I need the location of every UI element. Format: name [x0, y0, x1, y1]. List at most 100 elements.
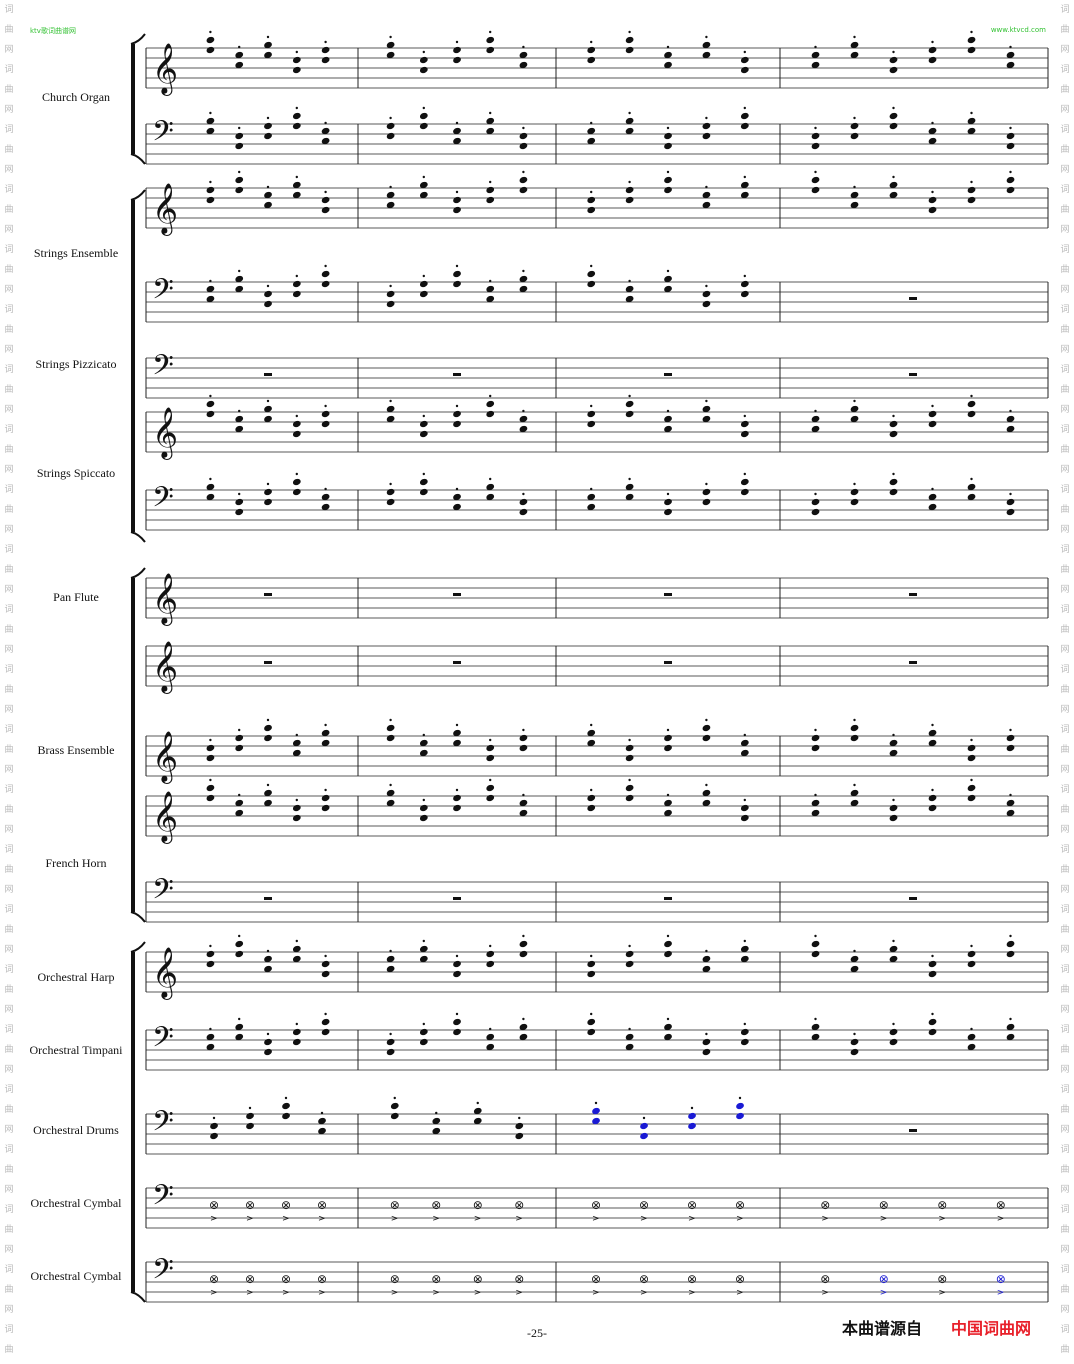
notehead — [519, 176, 528, 184]
staccato-dot — [324, 788, 327, 792]
notehead — [1006, 425, 1015, 433]
notehead — [321, 127, 330, 135]
staccato-dot — [931, 190, 934, 194]
notehead — [486, 1043, 495, 1051]
staccato-dot — [422, 733, 425, 737]
staccato-dot — [666, 793, 670, 797]
accent-mark: > — [736, 1214, 744, 1224]
notehead — [664, 734, 672, 742]
notehead — [453, 1018, 461, 1026]
notehead — [486, 186, 495, 194]
staccato-dot — [970, 944, 973, 948]
notehead — [740, 804, 749, 812]
rest-mark — [453, 897, 461, 900]
notehead — [740, 814, 749, 822]
staccato-dot — [422, 798, 425, 802]
notehead — [587, 493, 596, 501]
staccato-dot — [705, 35, 708, 39]
staccato-dot — [853, 949, 856, 953]
staccato-dot — [590, 190, 593, 194]
staccato-dot — [522, 1017, 525, 1021]
notehead — [1006, 498, 1015, 506]
notehead — [1006, 176, 1015, 184]
bass-clef-icon: 𝄢 — [152, 1253, 174, 1293]
staccato-dot — [209, 1027, 212, 1031]
notehead — [292, 1038, 301, 1046]
notehead — [486, 950, 495, 958]
x-notehead-icon: ⊗ — [591, 1198, 601, 1212]
notehead — [889, 749, 898, 757]
notehead — [889, 955, 898, 963]
notehead — [625, 117, 634, 125]
staccato-dot — [455, 788, 459, 792]
notehead — [811, 132, 820, 140]
notehead — [386, 122, 395, 130]
notehead — [850, 201, 859, 209]
notehead — [702, 965, 711, 973]
notehead — [292, 945, 301, 953]
label-orchestral-drums: Orchestral Drums — [33, 1123, 119, 1137]
staccato-dot — [295, 798, 298, 802]
staccato-dot — [295, 175, 298, 179]
rest-mark — [264, 897, 272, 900]
staccato-dot — [284, 1096, 288, 1100]
x-notehead-icon: ⊗ — [996, 1272, 1006, 1286]
notehead — [587, 46, 596, 54]
staccato-dot — [705, 718, 708, 722]
notehead — [664, 508, 672, 516]
strings-bracket — [131, 200, 135, 532]
accent-mark: > — [391, 1288, 399, 1298]
staccato-dot — [1009, 409, 1012, 413]
notehead — [246, 1112, 254, 1120]
accent-mark: > — [736, 1288, 744, 1298]
notehead — [850, 191, 859, 199]
x-notehead-icon: ⊗ — [937, 1198, 947, 1212]
notehead — [587, 196, 596, 204]
notehead — [419, 280, 428, 288]
notehead — [206, 794, 215, 802]
staccato-dot — [209, 30, 212, 34]
staccato-dot — [389, 482, 392, 486]
notehead — [419, 112, 428, 120]
notehead — [419, 66, 428, 74]
staccato-dot — [705, 1032, 708, 1036]
notehead — [519, 498, 528, 506]
staccato-dot — [743, 106, 746, 110]
x-notehead-icon: ⊗ — [820, 1272, 830, 1286]
bass-clef-icon: 𝄢 — [152, 115, 174, 155]
notehead — [736, 1102, 744, 1110]
staccato-dot — [970, 1027, 973, 1031]
notehead — [282, 1102, 290, 1110]
notehead — [321, 493, 330, 501]
notehead — [321, 960, 330, 968]
notehead — [473, 1107, 482, 1115]
notehead — [1006, 51, 1015, 59]
staccato-dot — [422, 175, 425, 179]
notehead — [386, 498, 395, 506]
notehead — [587, 56, 596, 64]
staccato-dot — [238, 409, 241, 413]
staccato-dot — [324, 1012, 327, 1016]
percussion-bracket — [131, 952, 135, 1292]
notehead — [625, 186, 634, 194]
notehead — [889, 945, 898, 953]
label-church-organ: Church Organ — [41, 90, 111, 104]
staccato-dot — [590, 264, 593, 268]
notehead — [206, 295, 215, 303]
staccato-dot — [266, 949, 270, 953]
staccato-dot — [455, 121, 459, 125]
notehead — [664, 1033, 672, 1041]
staccato-dot — [522, 409, 525, 413]
notehead — [321, 970, 330, 978]
accent-mark: > — [210, 1214, 218, 1224]
notehead — [811, 425, 820, 433]
staccato-dot — [628, 180, 631, 184]
staccato-dot — [853, 116, 856, 120]
label-orchestral-harp: Orchestral Harp — [37, 970, 115, 984]
label-strings-pizzicato: Strings Pizzicato — [35, 357, 117, 371]
staccato-dot — [853, 185, 856, 189]
staccato-dot — [522, 126, 525, 130]
staccato-dot — [266, 1032, 270, 1036]
notehead — [264, 290, 272, 298]
staccato-dot — [435, 1111, 438, 1115]
